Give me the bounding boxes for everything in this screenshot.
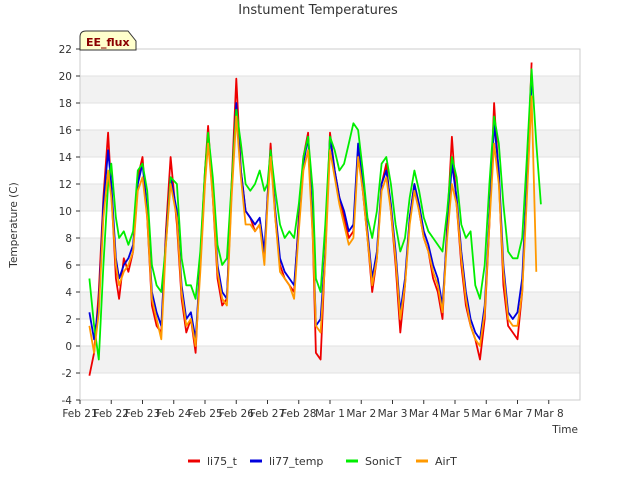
y-axis-label: Temperature (C): [8, 182, 20, 268]
x-tick-label: Feb 26: [219, 408, 255, 420]
x-axis-label: Time: [551, 424, 578, 436]
y-tick-label: -4: [62, 395, 73, 407]
y-axis: -4 -2 0 2 4 6 8 10 12 14 16 18 20 22: [59, 44, 80, 407]
grid-band: [80, 319, 580, 346]
y-tick-label: 18: [59, 98, 72, 110]
legend-item-label: li77_temp: [269, 455, 323, 468]
x-tick-label: Mar 5: [440, 408, 470, 420]
legend-item-label: SonicT: [365, 455, 402, 468]
x-tick-label: Mar 3: [378, 408, 408, 420]
x-tick-label: Feb 23: [125, 408, 160, 420]
series-lines: [88, 62, 542, 376]
y-tick-label: -2: [62, 368, 72, 380]
x-tick-label: Feb 24: [156, 408, 192, 420]
y-tick-label: 10: [59, 206, 72, 218]
grid-band: [80, 76, 580, 103]
y-tick-label: 22: [59, 44, 72, 56]
grid-band: [80, 211, 580, 238]
chart-title: Instument Temperatures: [238, 3, 398, 18]
legend-item-label: AirT: [435, 455, 457, 468]
y-tick-label: 12: [59, 179, 72, 191]
y-tick-label: 20: [59, 71, 72, 83]
legend-item-label: li75_t: [207, 455, 238, 468]
y-tick-label: 2: [65, 314, 72, 326]
y-tick-label: 14: [59, 152, 73, 164]
series-line-sonict: [88, 68, 542, 361]
x-tick-label: Mar 4: [409, 408, 439, 420]
y-tick-label: 8: [65, 233, 72, 245]
y-tick-label: 16: [59, 125, 73, 137]
x-tick-label: Feb 28: [281, 408, 316, 420]
grid-band: [80, 238, 580, 265]
x-tick-label: Mar 7: [503, 408, 533, 420]
x-tick-label: Feb 21: [62, 408, 97, 420]
x-tick-label: Feb 27: [250, 408, 285, 420]
x-tick-label: Mar 1: [315, 408, 345, 420]
x-tick-label: Mar 8: [534, 408, 564, 420]
grid-band: [80, 373, 580, 400]
legend: li75_t li77_temp SonicT AirT: [188, 455, 457, 468]
x-tick-label: Mar 2: [346, 408, 376, 420]
x-tick-label: Mar 6: [471, 408, 501, 420]
x-tick-label: Feb 25: [187, 408, 222, 420]
x-tick-label: Feb 22: [94, 408, 129, 420]
ee-flux-badge: EE_flux: [79, 30, 137, 51]
y-tick-label: 0: [65, 341, 72, 353]
grid-band: [80, 103, 580, 130]
y-tick-label: 4: [65, 287, 72, 299]
y-tick-label: 6: [65, 260, 72, 272]
grid-band: [80, 184, 580, 211]
grid-band: [80, 346, 580, 373]
badge-label: EE_flux: [86, 36, 130, 49]
grid-band: [80, 49, 580, 76]
series-line-airt: [88, 95, 538, 354]
